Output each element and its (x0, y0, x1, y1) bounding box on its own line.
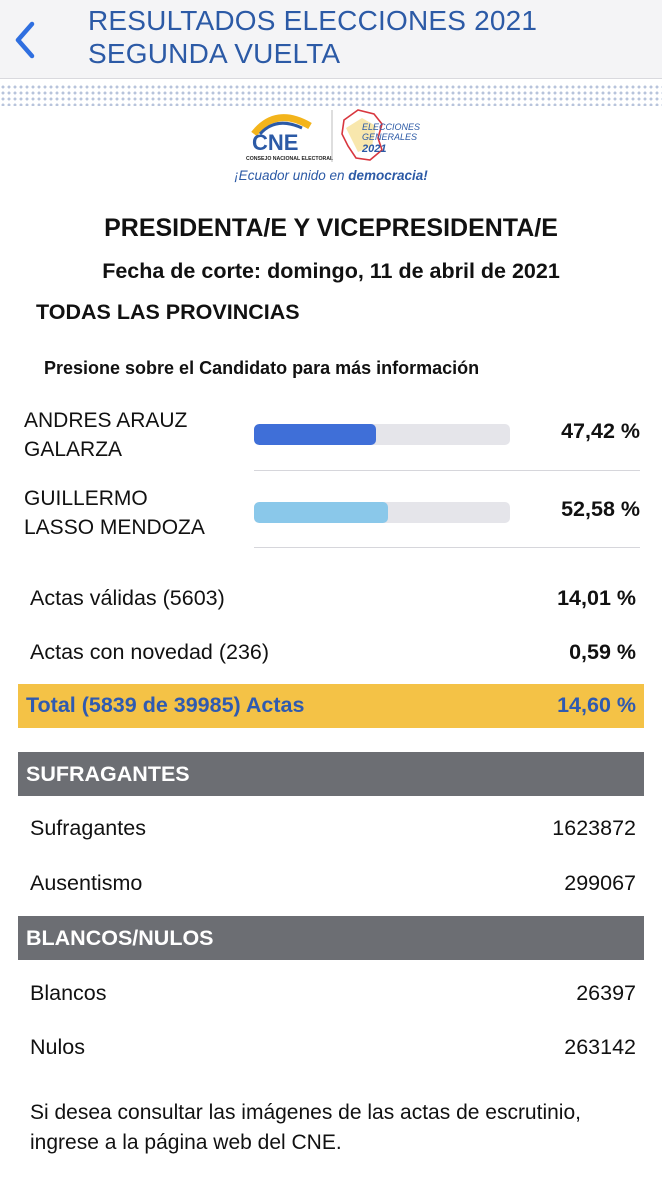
chevron-left-icon (15, 21, 35, 59)
section-header-blancos-nulos: BLANCOS/NULOS (18, 916, 644, 960)
cutoff-date: Fecha de corte: domingo, 11 de abril de … (102, 259, 560, 283)
divider (254, 470, 640, 471)
slogan-bold: democracia! (348, 168, 428, 183)
actas-novedad-value: 0,59 % (569, 640, 636, 664)
vote-bar-fill (254, 502, 389, 523)
section-title: BLANCOS/NULOS (26, 926, 214, 950)
cne-logo-text: CNE (252, 130, 298, 155)
total-actas-value: 14,60 % (557, 693, 636, 717)
row-value: 26397 (576, 981, 636, 1005)
row-value: 1623872 (552, 816, 636, 840)
row-label: Sufragantes (30, 816, 146, 840)
cne-logo-subtitle: CONSEJO NACIONAL ELECTORAL (246, 156, 334, 162)
page-title: RESULTADOS ELECCIONES 2021 SEGUNDA VUELT… (88, 4, 648, 70)
candidate-row-lasso[interactable]: GUILLERMO LASSO MENDOZA 52,58 % (0, 472, 640, 548)
total-actas-row: Total (5839 de 39985) Actas 14,60 % (18, 684, 644, 728)
candidate-name-line1: ANDRES ARAUZ (24, 409, 188, 432)
election-title: PRESIDENTA/E Y VICEPRESIDENTA/E (104, 214, 558, 242)
candidate-name-line1: GUILLERMO (24, 487, 148, 510)
page-title-line1: RESULTADOS ELECCIONES 2021 (88, 5, 538, 36)
slogan: ¡Ecuador unido en democracia! (0, 168, 662, 183)
sufragantes-row: Sufragantes 1623872 (30, 816, 636, 841)
row-value: 263142 (564, 1035, 636, 1059)
candidate-name: GUILLERMO LASSO MENDOZA (24, 484, 239, 542)
candidate-percent: 52,58 % (561, 497, 640, 521)
actas-validas-row: Actas válidas (5603) 14,01 % (30, 586, 636, 611)
actas-novedad-label: Actas con novedad (236) (30, 640, 270, 664)
row-label: Nulos (30, 1035, 85, 1059)
section-title: SUFRAGANTES (26, 762, 190, 786)
scope-label: TODAS LAS PROVINCIAS (36, 300, 300, 324)
vote-bar-track (254, 502, 510, 523)
blancos-row: Blancos 26397 (30, 981, 636, 1006)
vote-bar-fill (254, 424, 376, 445)
row-value: 299067 (564, 871, 636, 895)
vote-bar-track (254, 424, 510, 445)
dotted-divider (0, 84, 662, 106)
divider (254, 547, 640, 548)
nulos-row: Nulos 263142 (30, 1035, 636, 1060)
actas-validas-value: 14,01 % (557, 586, 636, 610)
page-title-line2: SEGUNDA VUELTA (88, 38, 341, 69)
actas-validas-label: Actas válidas (5603) (30, 586, 225, 610)
total-actas-label: Total (5839 de 39985) Actas (26, 693, 305, 717)
back-button[interactable] (10, 18, 44, 62)
section-header-sufragantes: SUFRAGANTES (18, 752, 644, 796)
navigation-bar: RESULTADOS ELECCIONES 2021 SEGUNDA VUELT… (0, 0, 662, 79)
actas-novedad-row: Actas con novedad (236) 0,59 % (30, 640, 636, 665)
instruction-hint: Presione sobre el Candidato para más inf… (44, 358, 480, 378)
candidate-percent: 47,42 % (561, 419, 640, 443)
candidate-name-line2: LASSO MENDOZA (24, 516, 205, 539)
candidate-name-line2: GALARZA (24, 438, 123, 461)
slogan-prefix: ¡Ecuador unido en (234, 168, 349, 183)
elecciones-line1: ELECCIONES (362, 122, 420, 132)
row-label: Blancos (30, 981, 107, 1005)
cne-logo: CNE CONSEJO NACIONAL ELECTORAL ELECCIONE… (236, 104, 436, 192)
elecciones-year: 2021 (361, 143, 386, 155)
candidate-row-arauz[interactable]: ANDRES ARAUZ GALARZA 47,42 % (0, 394, 640, 470)
row-label: Ausentismo (30, 871, 143, 895)
ausentismo-row: Ausentismo 299067 (30, 871, 636, 896)
footer-note: Si desea consultar las imágenes de las a… (30, 1101, 581, 1154)
candidate-name: ANDRES ARAUZ GALARZA (24, 406, 239, 464)
elecciones-line2: GENERALES (362, 132, 417, 142)
